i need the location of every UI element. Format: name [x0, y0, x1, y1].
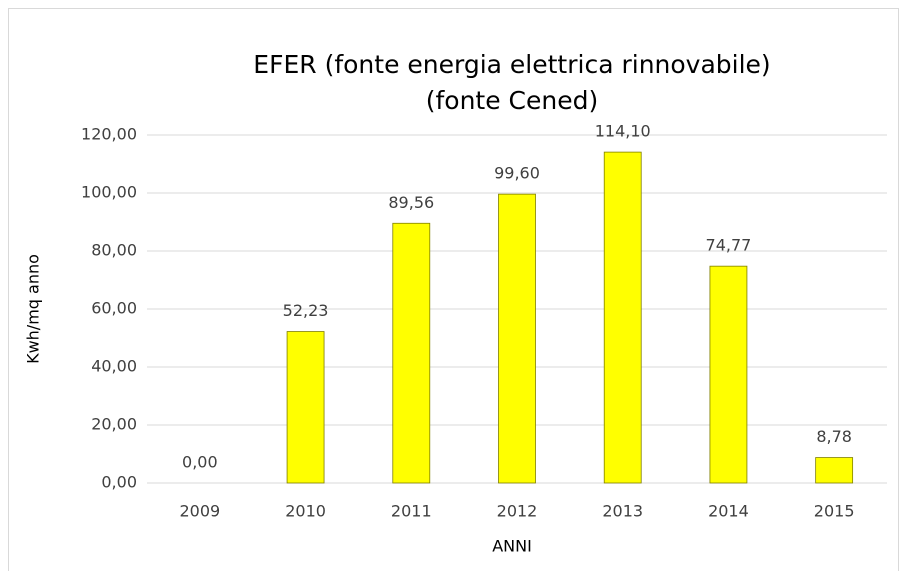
- x-tick-label: 2013: [602, 502, 643, 521]
- data-label: 114,10: [595, 122, 651, 141]
- data-label: 52,23: [283, 301, 329, 320]
- x-tick-label: 2009: [179, 502, 220, 521]
- y-tick-label: 20,00: [91, 415, 137, 434]
- chart-title: (fonte Cened): [426, 86, 599, 115]
- y-tick-label: 60,00: [91, 299, 137, 318]
- bar: [286, 331, 325, 484]
- data-label: 8,78: [816, 427, 852, 446]
- x-axis-label: ANNI: [492, 537, 532, 556]
- bar: [603, 151, 642, 484]
- data-label: 74,77: [706, 236, 752, 255]
- y-tick-label: 0,00: [101, 473, 137, 492]
- y-tick-label: 120,00: [81, 125, 137, 144]
- x-tick-label: 2015: [814, 502, 855, 521]
- bar: [392, 222, 431, 484]
- x-tick-label: 2010: [285, 502, 326, 521]
- bar: [709, 265, 748, 484]
- y-axis-label: Kwh/mq anno: [24, 254, 43, 364]
- data-label: 99,60: [494, 164, 540, 183]
- x-tick-label: 2012: [497, 502, 538, 521]
- chart-title: EFER (fonte energia elettrica rinnovabil…: [253, 50, 770, 79]
- bar: [498, 193, 536, 484]
- x-tick-label: 2011: [391, 502, 432, 521]
- y-tick-label: 40,00: [91, 357, 137, 376]
- y-tick-label: 80,00: [91, 241, 137, 260]
- bar: [815, 457, 854, 484]
- data-label: 0,00: [182, 453, 218, 472]
- x-tick-label: 2014: [708, 502, 749, 521]
- data-label: 89,56: [388, 193, 434, 212]
- y-tick-label: 100,00: [81, 183, 137, 202]
- chart-border: [8, 8, 899, 571]
